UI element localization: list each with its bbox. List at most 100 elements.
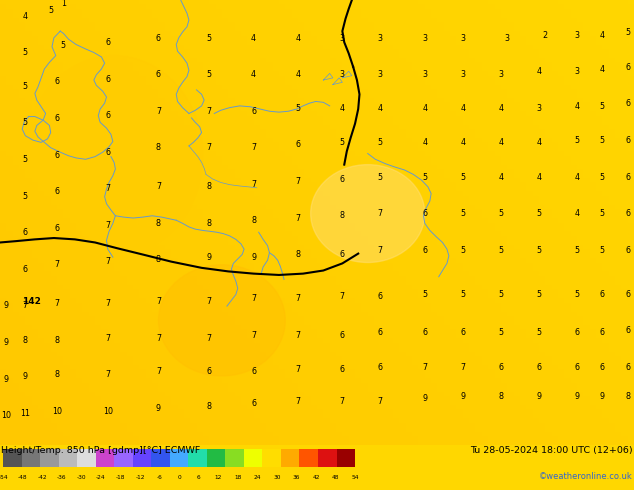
Text: -36: -36	[57, 475, 67, 480]
Text: 7: 7	[207, 107, 212, 116]
Text: 3: 3	[505, 33, 510, 43]
Text: 4: 4	[536, 172, 541, 182]
FancyBboxPatch shape	[318, 449, 337, 466]
Text: 10: 10	[1, 411, 11, 420]
Text: 3: 3	[574, 67, 579, 76]
Ellipse shape	[25, 56, 203, 256]
Text: 3: 3	[460, 70, 465, 79]
Text: 6: 6	[55, 187, 60, 196]
Text: 6: 6	[156, 33, 161, 43]
Text: 5: 5	[536, 290, 541, 299]
Text: 4: 4	[536, 138, 541, 147]
FancyBboxPatch shape	[59, 449, 77, 466]
Text: 6: 6	[600, 290, 605, 299]
Text: 5: 5	[23, 119, 28, 127]
Text: 9: 9	[156, 404, 161, 413]
Text: 3: 3	[498, 70, 503, 79]
Text: 5: 5	[574, 290, 579, 299]
Text: 7: 7	[422, 363, 427, 372]
Text: 7: 7	[105, 299, 110, 308]
Text: 5: 5	[625, 28, 630, 37]
Text: 5: 5	[600, 209, 605, 218]
Text: 6: 6	[625, 99, 630, 108]
Text: 5: 5	[600, 101, 605, 111]
Text: 6: 6	[340, 365, 345, 374]
Text: 7: 7	[251, 331, 256, 340]
Text: 5: 5	[23, 82, 28, 91]
Text: 8: 8	[207, 402, 212, 411]
Text: 6: 6	[536, 363, 541, 372]
Text: 4: 4	[460, 104, 465, 113]
Text: 5: 5	[460, 290, 465, 299]
Text: 4: 4	[536, 67, 541, 76]
Text: 6: 6	[574, 328, 579, 338]
Text: 7: 7	[55, 260, 60, 270]
Text: 8: 8	[156, 143, 161, 152]
Text: 4: 4	[600, 65, 605, 74]
Text: 8: 8	[340, 211, 345, 220]
Text: 5: 5	[460, 246, 465, 255]
Text: 5: 5	[207, 33, 212, 43]
Text: 7: 7	[378, 209, 383, 218]
FancyBboxPatch shape	[226, 449, 244, 466]
Text: -54: -54	[0, 475, 8, 480]
Text: 4: 4	[23, 12, 28, 21]
FancyBboxPatch shape	[281, 449, 299, 466]
Text: 6: 6	[55, 114, 60, 123]
Text: 6: 6	[378, 363, 383, 372]
Text: 36: 36	[293, 475, 300, 480]
Text: 9: 9	[460, 392, 465, 401]
Text: 8: 8	[207, 219, 212, 228]
Text: 3: 3	[378, 70, 383, 79]
Text: 4: 4	[422, 104, 427, 113]
Text: 7: 7	[460, 363, 465, 372]
Text: 7: 7	[251, 294, 256, 303]
Text: 5: 5	[295, 104, 301, 113]
Text: 5: 5	[207, 70, 212, 79]
Text: -18: -18	[116, 475, 125, 480]
Text: 6: 6	[23, 265, 28, 274]
Text: 5: 5	[460, 172, 465, 182]
Text: 9: 9	[207, 253, 212, 262]
Text: 6: 6	[340, 175, 345, 184]
Text: ©weatheronline.co.uk: ©weatheronline.co.uk	[539, 472, 633, 481]
Text: 9: 9	[251, 253, 256, 262]
Text: 3: 3	[536, 104, 541, 113]
Text: 10: 10	[103, 407, 113, 416]
Text: 7: 7	[23, 301, 28, 310]
Text: 6: 6	[55, 150, 60, 160]
Text: 4: 4	[498, 138, 503, 147]
Text: -6: -6	[157, 475, 162, 480]
Text: 9: 9	[422, 394, 427, 403]
Text: 6: 6	[197, 475, 200, 480]
Text: 7: 7	[378, 396, 383, 406]
Text: 3: 3	[378, 33, 383, 43]
Text: 7: 7	[251, 143, 256, 152]
Text: 6: 6	[251, 107, 256, 116]
Text: 5: 5	[460, 209, 465, 218]
Text: 4: 4	[378, 104, 383, 113]
Text: 8: 8	[55, 370, 60, 379]
Text: 9: 9	[600, 392, 605, 401]
Text: 24: 24	[254, 475, 261, 480]
Text: 4: 4	[251, 33, 256, 43]
Text: 6: 6	[295, 141, 301, 149]
FancyBboxPatch shape	[114, 449, 133, 466]
Text: 9: 9	[536, 392, 541, 401]
Text: 5: 5	[574, 136, 579, 145]
Text: 11: 11	[20, 409, 30, 418]
Text: 5: 5	[536, 209, 541, 218]
FancyBboxPatch shape	[170, 449, 188, 466]
Text: 6: 6	[105, 38, 110, 47]
Text: 54: 54	[351, 475, 359, 480]
Text: 7: 7	[207, 143, 212, 152]
Text: 5: 5	[498, 290, 503, 299]
Text: 6: 6	[625, 326, 630, 335]
Text: 2: 2	[543, 31, 548, 40]
Text: 6: 6	[105, 74, 110, 83]
Text: 7: 7	[295, 214, 301, 222]
Text: 9: 9	[4, 338, 9, 347]
Text: 6: 6	[422, 209, 427, 218]
FancyBboxPatch shape	[40, 449, 59, 466]
Text: 3: 3	[422, 33, 427, 43]
